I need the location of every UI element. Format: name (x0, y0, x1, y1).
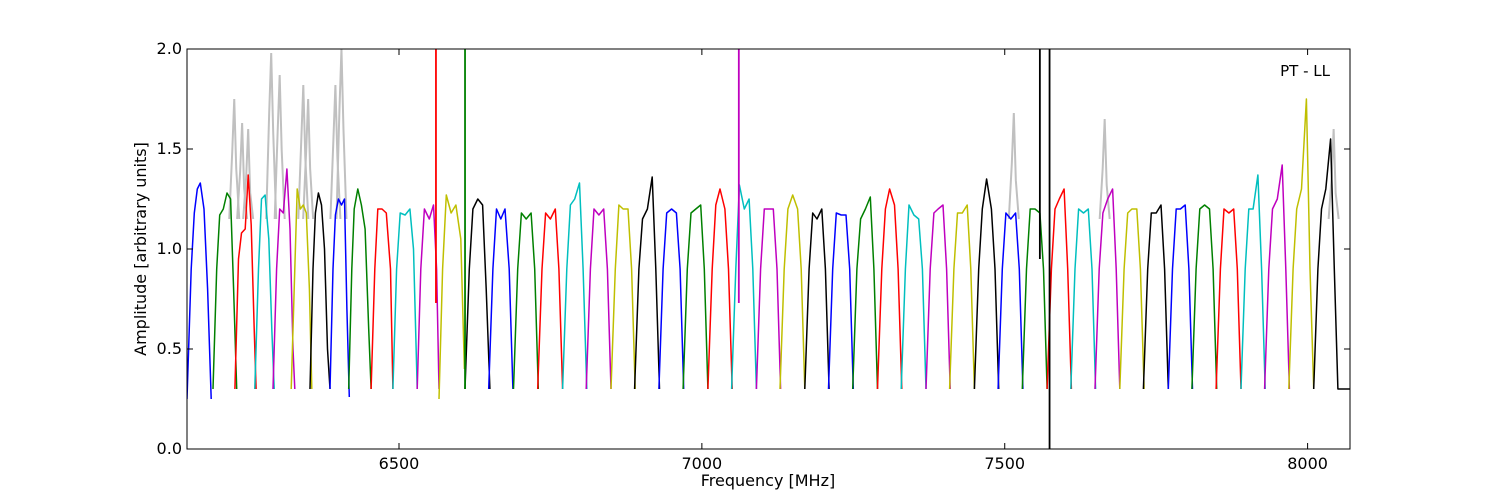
series-line-42 (1142, 204, 1170, 390)
series-line-43 (1167, 204, 1194, 390)
series-line-8 (329, 198, 351, 398)
series-line-38 (1046, 188, 1073, 390)
series-line-14 (464, 198, 491, 390)
raw-peak-12 (1327, 128, 1340, 220)
y-tick-label: 0.5 (157, 339, 182, 358)
x-axis-ticks: 6500 7000 7500 8000 (379, 49, 1328, 473)
series-line-28 (804, 208, 830, 390)
raw-spectrum-layer (228, 49, 1340, 220)
series-line-30 (851, 196, 879, 390)
series-line-11 (392, 208, 418, 390)
series-line-3 (234, 174, 257, 390)
raw-peak-10 (1007, 112, 1020, 220)
y-tick-label: 2.0 (157, 39, 182, 58)
series-line-27 (779, 194, 806, 390)
raw-peak-1 (228, 98, 241, 220)
series-line-24 (707, 188, 733, 390)
raw-peak-5 (273, 74, 286, 220)
series-line-22 (658, 208, 685, 390)
raw-peak-7 (302, 98, 315, 220)
x-tick-label: 6500 (379, 454, 420, 473)
series-line-10 (370, 208, 394, 390)
raw-peak-6 (297, 84, 310, 220)
raw-peak-9 (335, 49, 348, 220)
series-line-32 (900, 204, 927, 390)
x-tick-label: 8000 (1287, 454, 1328, 473)
spike-layer (435, 49, 1051, 449)
series-line-34 (948, 204, 976, 390)
series-line-13 (438, 194, 466, 400)
y-axis-ticks: 0.0 0.5 1.0 1.5 2.0 (157, 39, 1350, 458)
series-line-35 (973, 178, 1000, 390)
raw-peak-3 (242, 128, 255, 220)
raw-peak-11 (1098, 118, 1111, 220)
y-axis-label: Amplitude [arbitrary units] (131, 142, 150, 356)
series-line-49 (1312, 138, 1350, 390)
series-line-1 (187, 182, 212, 400)
series-line-23 (682, 204, 709, 390)
raw-peak-4 (265, 52, 278, 220)
series-line-29 (827, 212, 855, 390)
x-tick-label: 7000 (682, 454, 723, 473)
series-line-48 (1288, 98, 1315, 390)
series-line-39 (1070, 208, 1097, 390)
series-line-45 (1215, 208, 1242, 390)
series-line-44 (1191, 204, 1218, 390)
panel-annotation: PT - LL (1280, 62, 1331, 80)
series-line-17 (536, 208, 564, 390)
series-line-9 (347, 188, 372, 390)
series-line-19 (585, 208, 612, 390)
series-line-47 (1263, 164, 1291, 390)
y-tick-label: 1.0 (157, 239, 182, 258)
y-tick-label: 1.5 (157, 139, 182, 158)
series-line-6 (290, 188, 313, 390)
series-layer (187, 98, 1350, 400)
series-line-41 (1119, 208, 1145, 390)
x-tick-label: 7500 (984, 454, 1025, 473)
y-tick-label: 0.0 (157, 439, 182, 458)
series-line-16 (512, 212, 540, 390)
series-line-2 (212, 192, 238, 390)
series-line-33 (925, 204, 951, 390)
series-line-26 (755, 208, 782, 390)
series-line-37 (1021, 208, 1048, 390)
series-line-15 (487, 208, 514, 390)
series-line-18 (561, 182, 588, 390)
series-line-7 (309, 192, 331, 390)
series-line-36 (997, 212, 1024, 390)
series-line-25 (730, 184, 758, 390)
series-line-20 (610, 204, 636, 390)
series-line-21 (633, 176, 661, 390)
x-axis-label: Frequency [MHz] (701, 471, 835, 490)
series-line-46 (1240, 174, 1266, 390)
series-line-40 (1094, 188, 1121, 390)
series-line-31 (876, 188, 903, 390)
series-line-4 (254, 194, 275, 390)
